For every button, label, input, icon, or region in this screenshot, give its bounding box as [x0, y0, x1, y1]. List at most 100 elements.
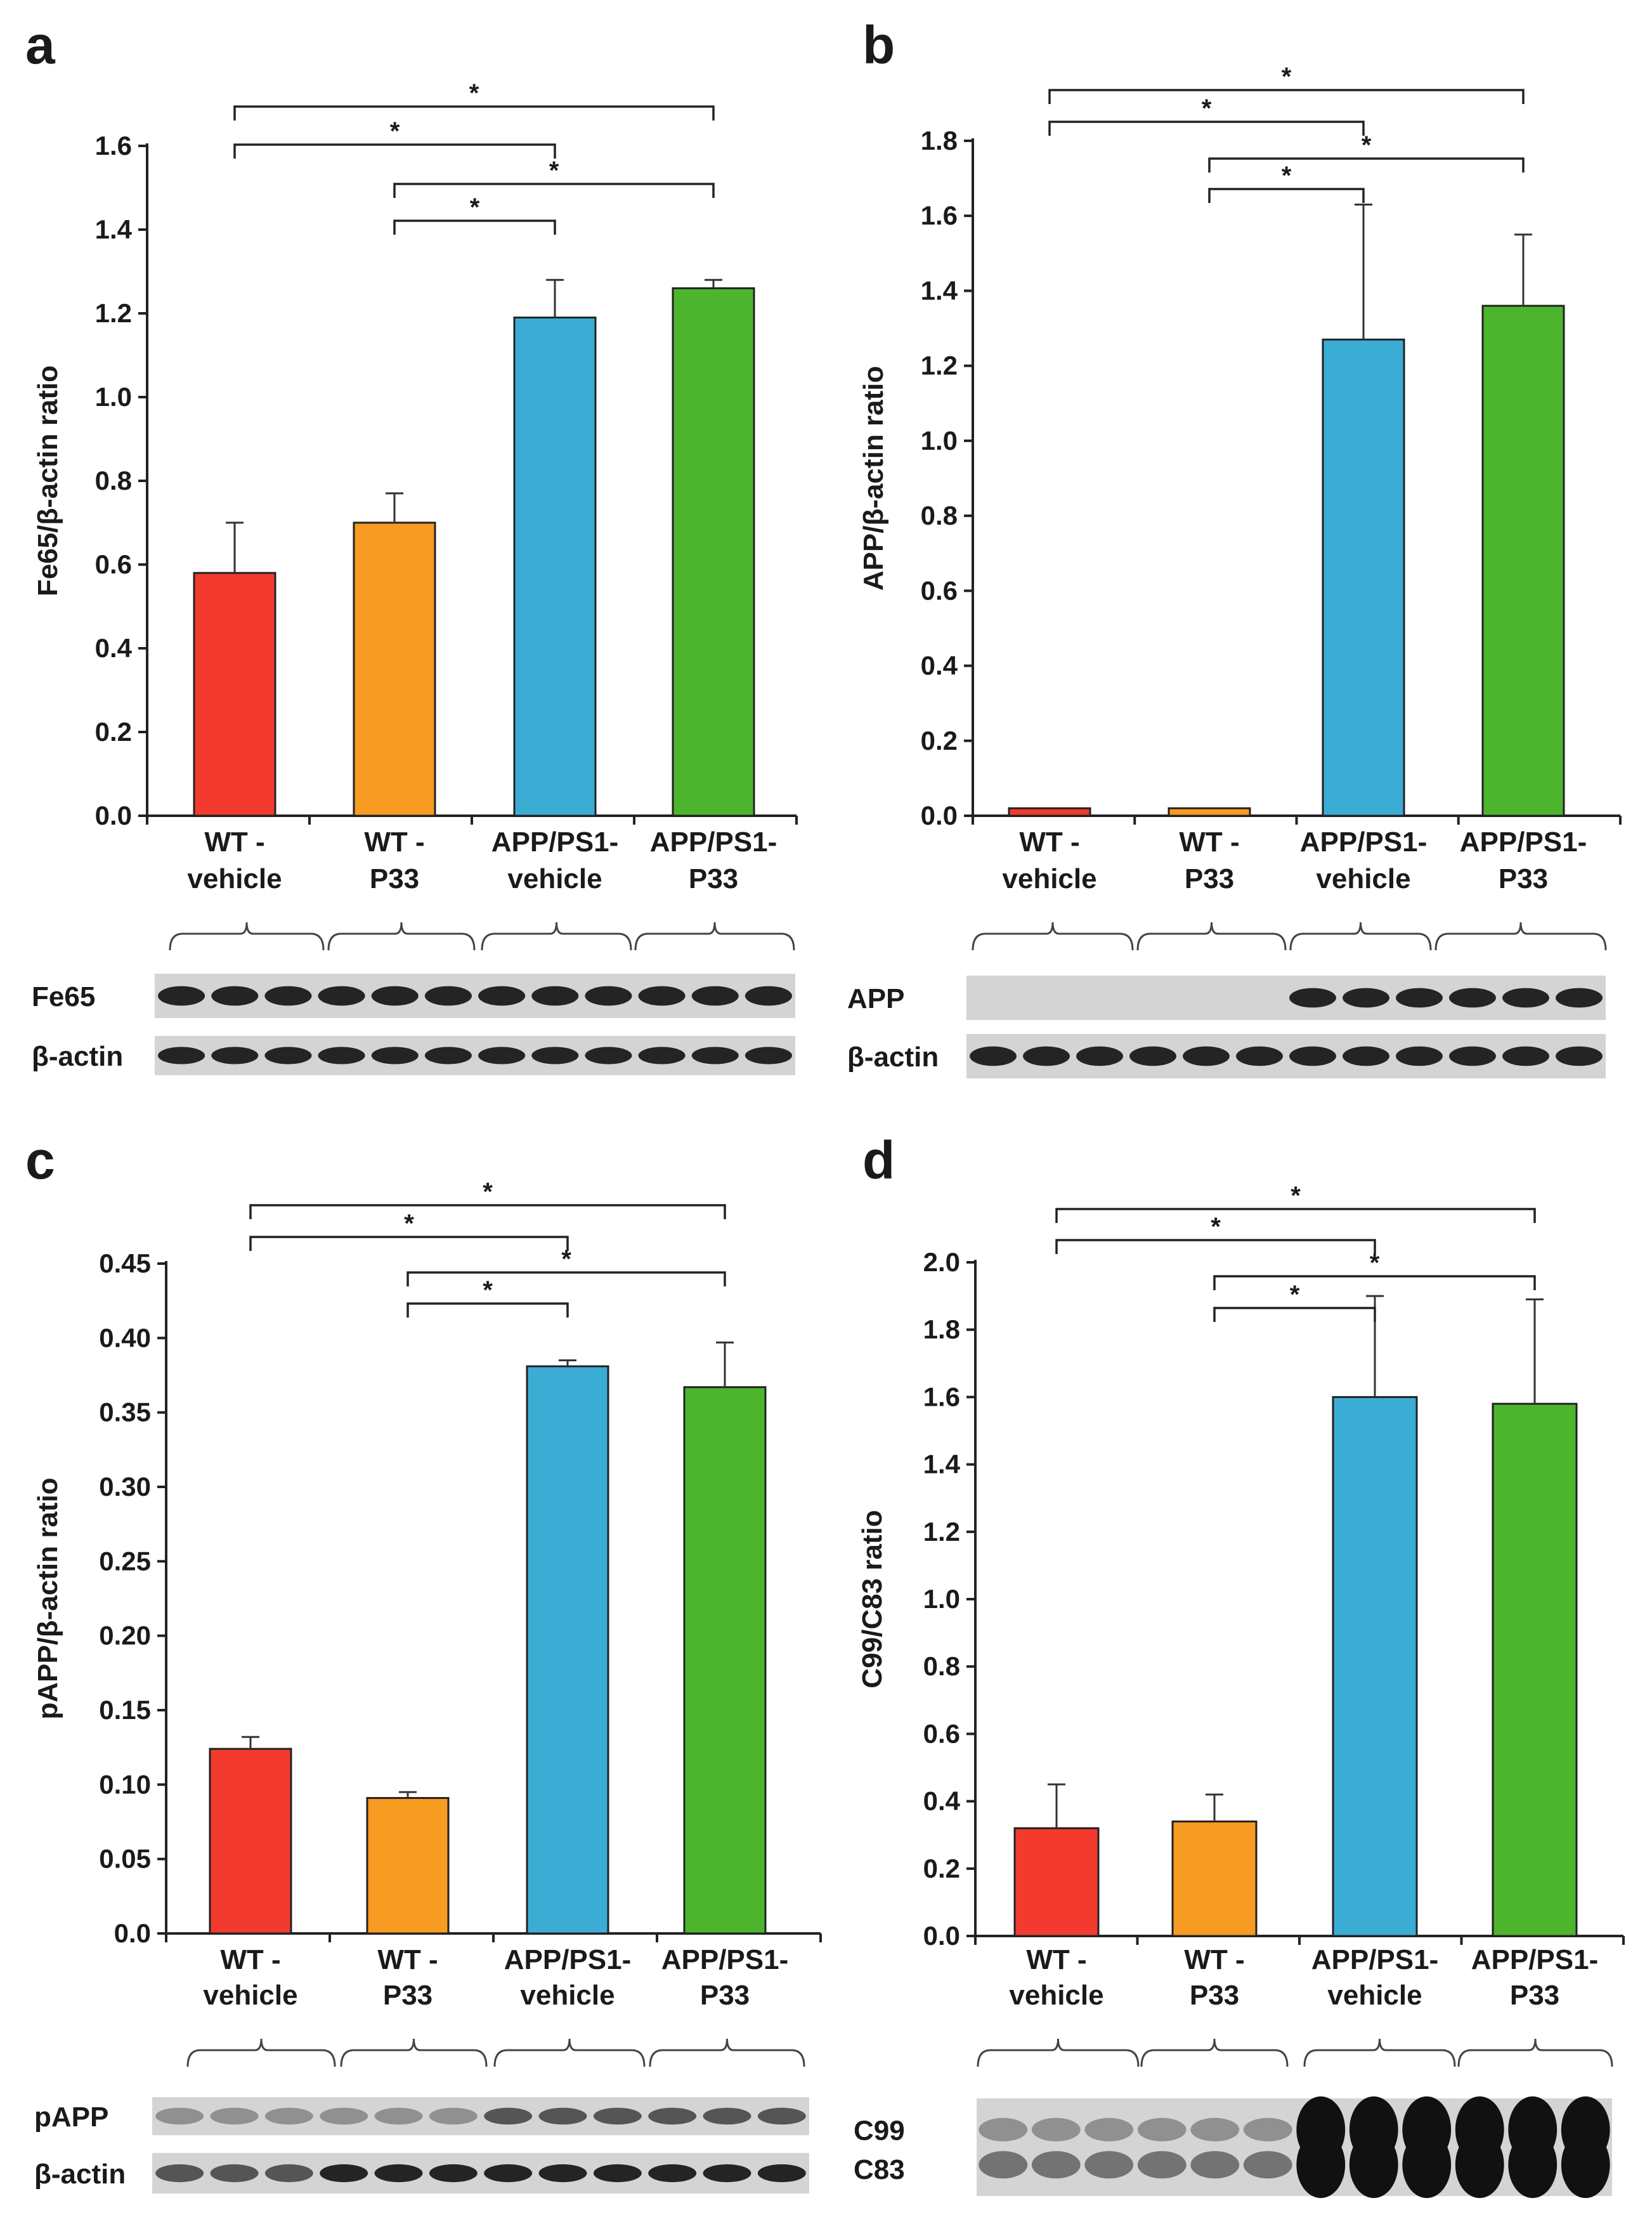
y-tick-label: 0.8 — [921, 500, 958, 530]
category-label: APP/PS1- — [1311, 1944, 1439, 1975]
category-label: vehicle — [1009, 1980, 1103, 2011]
blot-band — [593, 2164, 642, 2183]
blot-band — [585, 1047, 632, 1064]
significance-star: * — [1202, 95, 1212, 122]
group-brace — [972, 922, 1134, 951]
y-tick-label: 1.0 — [95, 382, 132, 412]
blot-band — [531, 986, 579, 1006]
y-tick-label: 0.15 — [99, 1695, 151, 1725]
blot-band — [757, 2164, 806, 2183]
y-tick-label: 0.2 — [921, 726, 958, 755]
blot-label: C83 — [854, 2154, 905, 2185]
bar-app_vehicle — [1322, 338, 1405, 817]
group-brace — [327, 922, 476, 951]
blot-band — [1190, 2151, 1240, 2179]
blot-strip — [966, 1034, 1606, 1078]
significance-bracket — [393, 183, 715, 198]
blot-band — [745, 986, 792, 1006]
blot-band — [638, 986, 686, 1006]
blot-band — [531, 1047, 579, 1064]
y-tick-label: 0.40 — [99, 1323, 151, 1352]
blot-band — [424, 986, 472, 1006]
significance-star: * — [1211, 1213, 1221, 1241]
significance-bracket — [249, 1236, 569, 1251]
category-label: WT - — [364, 827, 424, 858]
category-label: vehicle — [187, 863, 282, 894]
y-axis-label: Fe65/β-actin ratio — [32, 365, 63, 596]
blot-band — [1289, 1046, 1336, 1066]
blot-band — [1455, 2131, 1504, 2199]
category-label: P33 — [1510, 1980, 1559, 2011]
blot-band — [1243, 2151, 1292, 2179]
group-brace — [493, 2038, 646, 2067]
category-label: vehicle — [1002, 863, 1096, 894]
bar-app_vehicle — [513, 317, 597, 817]
y-tick-label: 1.6 — [95, 131, 132, 160]
blot-band — [1076, 1046, 1123, 1066]
blot-band — [1031, 2117, 1081, 2142]
panel-a: a 0.0 0.2 0.4 0.6 0.8 1.0 1.2 1.4 1.6 Fe65/β-actin… — [25, 15, 798, 1075]
y-tick-label: 0.35 — [99, 1397, 151, 1427]
category-label: vehicle — [1316, 863, 1410, 894]
y-tick-label: 0.8 — [95, 466, 132, 495]
blot-band — [155, 2164, 204, 2183]
blot-band — [538, 2164, 587, 2183]
blot-strip — [966, 976, 1606, 1020]
blot-band — [478, 986, 526, 1006]
blot-band — [210, 2164, 259, 2183]
y-tick-label: 1.2 — [95, 298, 132, 328]
group-brace — [481, 922, 632, 951]
category-label: WT - — [1179, 827, 1239, 858]
y-tick-label: 1.8 — [921, 126, 958, 155]
blot-band — [745, 1047, 792, 1064]
blot-band — [585, 986, 632, 1006]
y-tick-label: 0.6 — [921, 575, 958, 605]
y-tick-label: 1.6 — [921, 200, 958, 230]
y-tick-label: 1.2 — [921, 351, 958, 381]
category-label: WT - — [377, 1944, 438, 1975]
blot-band — [1396, 1046, 1443, 1066]
y-tick-label: 0.0 — [921, 801, 958, 830]
bar-app_p33 — [683, 1386, 767, 1935]
blot-band — [155, 2107, 204, 2125]
bar-app_p33 — [1481, 304, 1565, 817]
significance-bracket — [1208, 157, 1525, 173]
category-label: APP/PS1- — [491, 827, 619, 858]
y-tick-label: 0.10 — [99, 1769, 151, 1799]
category-label: APP/PS1- — [1300, 827, 1428, 858]
blot-band — [703, 2164, 751, 2183]
significance-star: * — [1282, 63, 1292, 91]
significance-star: * — [483, 1276, 493, 1304]
category-label: WT - — [1184, 1944, 1244, 1975]
category-label: WT - — [1019, 827, 1079, 858]
significance-star: * — [1282, 162, 1292, 190]
category-label: vehicle — [1327, 1980, 1422, 2011]
blot-band — [264, 1047, 312, 1064]
significance-bracket — [1055, 1208, 1536, 1223]
blot-band — [484, 2164, 533, 2183]
y-axis-label: C99/C83 ratio — [857, 1510, 888, 1688]
blot-band — [538, 2107, 587, 2125]
group-brace — [1140, 2038, 1289, 2067]
blot-band — [424, 1047, 472, 1064]
blot-band — [1502, 988, 1549, 1008]
blot-band — [691, 1047, 739, 1064]
blot-label: Fe65 — [32, 981, 95, 1012]
blot-band — [429, 2164, 478, 2183]
blot-band — [264, 2164, 313, 2183]
blot-band — [371, 986, 419, 1006]
y-axis-label: pAPP/β-actin ratio — [32, 1477, 63, 1719]
blot-band — [374, 2107, 423, 2125]
y-tick-label: 1.0 — [923, 1584, 960, 1614]
blot-band — [320, 2164, 368, 2183]
panel-b: b 0.0 0.2 0.4 0.6 0.8 1.0 1.2 1.4 1.6 1.8 APP/β-act… — [847, 15, 1622, 1078]
blot-band — [1561, 2131, 1610, 2199]
blot-band — [638, 1047, 686, 1064]
blot-band — [211, 986, 259, 1006]
group-brace — [169, 922, 325, 951]
blot-label: pAPP — [34, 2102, 108, 2133]
category-label: P33 — [370, 863, 419, 894]
category-label: P33 — [1499, 863, 1548, 894]
bar-app_p33 — [672, 287, 755, 817]
blot-band — [1449, 988, 1496, 1008]
